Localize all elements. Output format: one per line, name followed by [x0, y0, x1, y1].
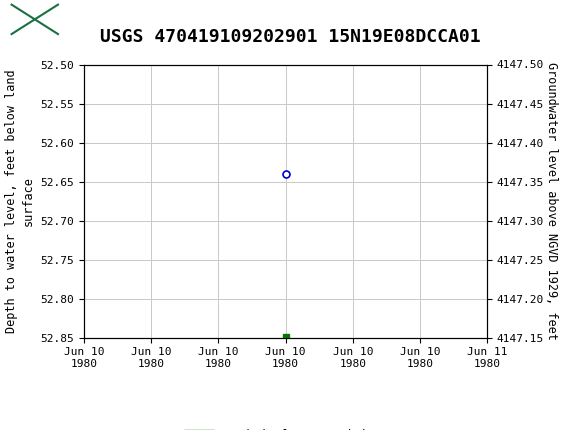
Y-axis label: Groundwater level above NGVD 1929, feet: Groundwater level above NGVD 1929, feet: [545, 62, 558, 340]
Legend: Period of approved data: Period of approved data: [180, 424, 392, 430]
Y-axis label: Depth to water level, feet below land
surface: Depth to water level, feet below land su…: [5, 69, 35, 333]
FancyBboxPatch shape: [12, 5, 58, 34]
Text: USGS 470419109202901 15N19E08DCCA01: USGS 470419109202901 15N19E08DCCA01: [100, 28, 480, 46]
Text: USGS: USGS: [70, 10, 117, 29]
